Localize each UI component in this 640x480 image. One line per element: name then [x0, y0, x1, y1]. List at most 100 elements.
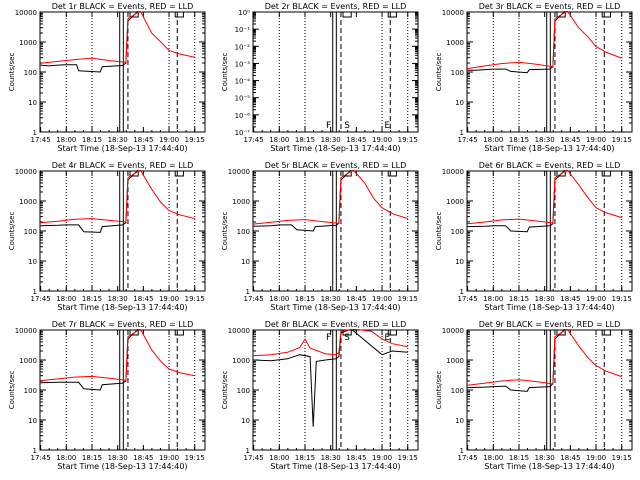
x-tick-label: 18:00 [56, 454, 76, 462]
plot-frame [39, 170, 206, 292]
x-tick-label: 19:15 [185, 454, 205, 462]
y-tick-label: 10 [241, 417, 250, 425]
flag-bracket [129, 12, 139, 18]
x-axis-label: Start Time (18-Sep-13 17:44:40) [57, 303, 187, 312]
y-axis-label: Counts/sec [8, 53, 16, 92]
y-tick-label: 1000 [232, 198, 250, 206]
x-tick-label: 18:30 [108, 454, 128, 462]
x-tick-label: 17:45 [31, 454, 51, 462]
lld-series-line [253, 329, 408, 357]
y-tick-label: 10⁻⁶ [235, 112, 251, 120]
y-tick-label: 100 [237, 387, 250, 395]
x-tick-label: 19:00 [586, 136, 606, 144]
panel-title: Det 9r BLACK = Events, RED = LLD [479, 320, 621, 329]
x-tick-label: 19:00 [159, 454, 179, 462]
x-tick-label: 18:15 [509, 454, 529, 462]
x-tick-label: 17:45 [458, 136, 478, 144]
panel-title: Det 6r BLACK = Events, RED = LLD [479, 161, 621, 170]
flag-bracket [387, 330, 397, 336]
y-tick-label: 10⁻⁵ [235, 95, 251, 103]
x-tick-label: 18:30 [108, 136, 128, 144]
y-tick-label: 1 [246, 288, 250, 296]
x-tick-label: 18:00 [483, 295, 503, 303]
x-axis-label: Start Time (18-Sep-13 17:44:40) [270, 144, 400, 153]
flag-bracket [601, 171, 611, 177]
y-axis-label: Counts/sec [221, 371, 229, 410]
x-tick-label: 17:45 [458, 295, 478, 303]
y-tick-label: 100 [24, 387, 37, 395]
x-axis-label: Start Time (18-Sep-13 17:44:40) [270, 303, 400, 312]
y-tick-label: 10000 [442, 9, 464, 17]
x-tick-label: 19:15 [185, 295, 205, 303]
lld-series-line [40, 11, 195, 64]
x-tick-label: 18:30 [321, 454, 341, 462]
x-tick-label: 18:15 [509, 136, 529, 144]
y-tick-label: 10⁻¹ [235, 26, 251, 34]
panel-7: Det 7r BLACK = Events, RED = LLD 1 10 100 10… [8, 320, 206, 471]
panel-title: Det 8r BLACK = Events, RED = LLD [265, 320, 407, 329]
y-tick-label: 10000 [15, 327, 37, 335]
x-axis-label: Start Time (18-Sep-13 17:44:40) [484, 303, 614, 312]
flag-bracket [387, 12, 397, 18]
x-tick-label: 17:45 [244, 295, 264, 303]
x-axis-label: Start Time (18-Sep-13 17:44:40) [270, 462, 400, 471]
x-tick-label: 18:15 [82, 454, 102, 462]
y-axis-label: Counts/sec [221, 212, 229, 251]
y-tick-label: 1000 [232, 357, 250, 365]
x-tick-label: 18:30 [535, 454, 555, 462]
y-tick-label: 10⁰ [238, 9, 250, 17]
x-tick-label: 18:15 [82, 295, 102, 303]
y-tick-label: 1 [460, 288, 464, 296]
plot-frame [252, 11, 419, 133]
flag-bracket [387, 171, 397, 177]
y-tick-label: 10 [28, 99, 37, 107]
x-tick-label: 19:15 [398, 136, 418, 144]
y-tick-label: 10 [455, 258, 464, 266]
flag-bracket [129, 171, 139, 177]
x-tick-label: 18:15 [295, 454, 315, 462]
flag-bracket [556, 12, 566, 18]
marker-letter: E [384, 333, 390, 343]
y-tick-label: 1000 [19, 198, 37, 206]
flag-bracket [556, 330, 566, 336]
x-axis-label: Start Time (18-Sep-13 17:44:40) [484, 462, 614, 471]
plot-frame [39, 329, 206, 451]
x-tick-label: 18:45 [560, 136, 580, 144]
flag-bracket [174, 171, 184, 177]
y-tick-label: 10 [455, 99, 464, 107]
y-tick-label: 10 [28, 417, 37, 425]
plot-frame [39, 11, 206, 133]
x-axis-label: Start Time (18-Sep-13 17:44:40) [57, 144, 187, 153]
panel-2: Det 2r BLACK = Events, RED = LLD 10⁻⁷ 10⁻⁶… [221, 2, 419, 153]
flag-bracket [174, 12, 184, 18]
lld-series-line [253, 170, 408, 225]
panel-3: Det 3r BLACK = Events, RED = LLD 1 10 100 10… [435, 2, 633, 153]
x-tick-label: 19:15 [612, 136, 632, 144]
x-tick-label: 18:45 [133, 454, 153, 462]
flag-bracket [174, 330, 184, 336]
flag-bracket [342, 12, 352, 18]
y-tick-label: 10000 [228, 168, 250, 176]
marker-letter: F [326, 121, 331, 131]
lld-series-line [467, 329, 622, 386]
lld-series-line [467, 170, 622, 225]
x-tick-label: 19:00 [372, 454, 392, 462]
flag-bracket [601, 330, 611, 336]
x-tick-label: 19:00 [159, 295, 179, 303]
lld-series-line [40, 170, 195, 224]
y-tick-label: 1000 [446, 357, 464, 365]
y-tick-label: 100 [24, 228, 37, 236]
x-tick-label: 18:15 [295, 136, 315, 144]
y-tick-label: 100 [451, 387, 464, 395]
y-tick-label: 10000 [442, 168, 464, 176]
marker-letter: E [384, 121, 390, 131]
panel-title: Det 4r BLACK = Events, RED = LLD [52, 161, 194, 170]
panel-6: Det 6r BLACK = Events, RED = LLD 1 10 100 10… [435, 161, 633, 312]
y-tick-label: 1 [33, 129, 37, 137]
y-tick-label: 1000 [446, 198, 464, 206]
y-axis-label: Counts/sec [8, 212, 16, 251]
panel-title: Det 3r BLACK = Events, RED = LLD [479, 2, 621, 11]
x-tick-label: 17:45 [31, 295, 51, 303]
y-tick-label: 10000 [228, 327, 250, 335]
y-tick-label: 1 [246, 447, 250, 455]
